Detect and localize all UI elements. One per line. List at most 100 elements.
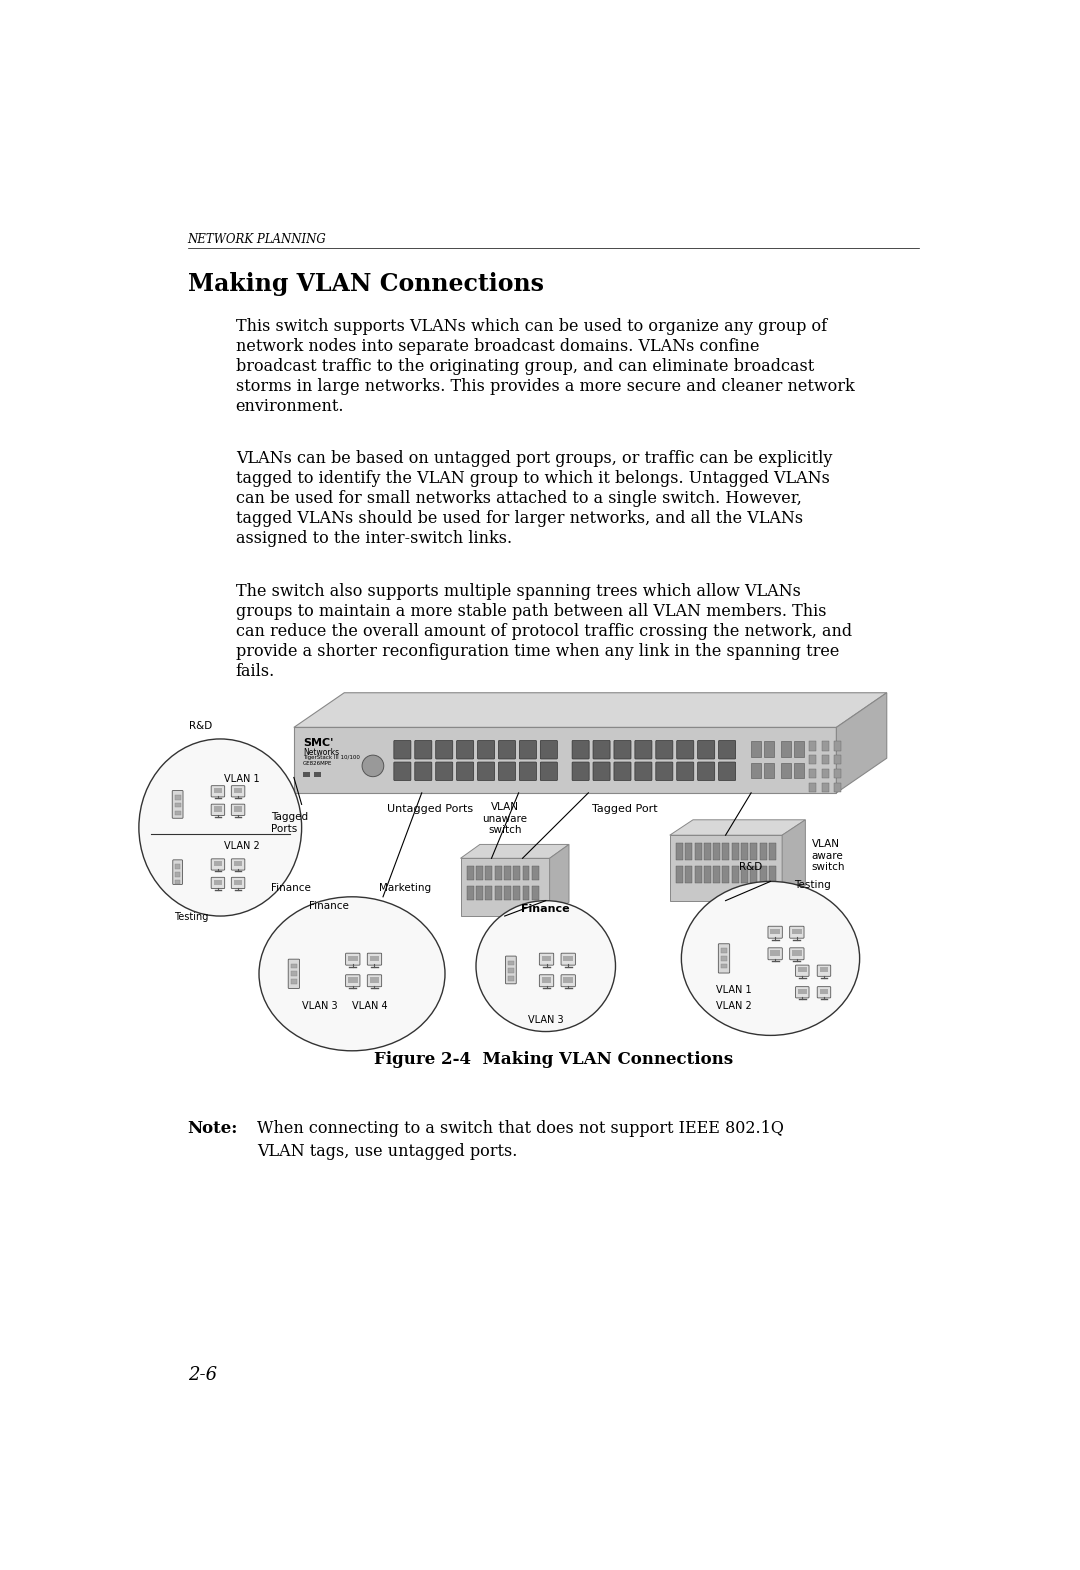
Text: VLAN 3: VLAN 3	[301, 1000, 337, 1011]
Text: This switch supports VLANs which can be used to organize any group of: This switch supports VLANs which can be …	[235, 317, 827, 334]
Bar	[720, 956, 727, 961]
Bar	[820, 967, 828, 972]
Bar	[820, 989, 828, 994]
Bar	[467, 867, 474, 879]
Text: Finance: Finance	[309, 901, 349, 911]
Bar	[732, 867, 739, 882]
Bar	[291, 964, 297, 969]
Bar	[759, 867, 767, 882]
FancyBboxPatch shape	[394, 761, 410, 780]
FancyBboxPatch shape	[677, 741, 693, 758]
Bar	[485, 885, 492, 900]
Text: Making VLAN Connections: Making VLAN Connections	[188, 272, 543, 295]
Text: provide a shorter reconfiguration time when any link in the spanning tree: provide a shorter reconfiguration time w…	[235, 642, 839, 659]
FancyBboxPatch shape	[656, 761, 673, 780]
Bar	[769, 843, 775, 860]
FancyBboxPatch shape	[457, 761, 474, 780]
FancyBboxPatch shape	[768, 948, 782, 959]
Bar	[504, 885, 511, 900]
Text: VLAN 2: VLAN 2	[225, 842, 260, 851]
Bar	[214, 879, 222, 885]
FancyBboxPatch shape	[415, 761, 432, 780]
Bar	[720, 964, 727, 969]
Bar	[759, 843, 767, 860]
FancyBboxPatch shape	[635, 741, 652, 758]
Text: VLAN 1: VLAN 1	[225, 774, 260, 783]
FancyBboxPatch shape	[477, 761, 495, 780]
FancyBboxPatch shape	[818, 966, 831, 977]
FancyBboxPatch shape	[539, 975, 554, 986]
Bar	[713, 867, 720, 882]
Bar	[523, 867, 529, 879]
Bar	[741, 867, 748, 882]
Bar	[513, 885, 521, 900]
Bar	[564, 977, 573, 983]
Text: R&D: R&D	[189, 721, 213, 732]
FancyBboxPatch shape	[231, 859, 245, 870]
FancyBboxPatch shape	[212, 804, 225, 815]
Bar	[694, 867, 702, 882]
Bar	[676, 843, 683, 860]
FancyBboxPatch shape	[477, 741, 495, 758]
FancyBboxPatch shape	[540, 761, 557, 780]
Bar	[531, 885, 539, 900]
Bar	[834, 755, 841, 765]
Bar	[233, 788, 243, 793]
Bar	[769, 867, 775, 882]
Text: VLAN 1: VLAN 1	[716, 986, 752, 995]
Bar	[834, 769, 841, 779]
Text: Tagged
Ports: Tagged Ports	[271, 812, 308, 834]
Text: VLAN 2: VLAN 2	[716, 1000, 752, 1011]
FancyBboxPatch shape	[718, 761, 735, 780]
FancyBboxPatch shape	[231, 785, 245, 798]
Bar	[694, 843, 702, 860]
Polygon shape	[294, 692, 887, 727]
Text: VLAN
aware
switch: VLAN aware switch	[811, 838, 845, 873]
Bar	[798, 967, 807, 972]
Bar	[542, 956, 552, 961]
Bar	[685, 867, 692, 882]
Bar	[291, 980, 297, 984]
Text: Tagged Port: Tagged Port	[592, 804, 658, 815]
Polygon shape	[550, 845, 569, 915]
Bar	[314, 772, 321, 777]
Bar	[822, 783, 828, 793]
Text: network nodes into separate broadcast domains. VLANs confine: network nodes into separate broadcast do…	[235, 338, 759, 355]
Bar	[175, 802, 180, 807]
Bar	[798, 989, 807, 994]
Polygon shape	[460, 845, 569, 859]
Text: VLAN 4: VLAN 4	[352, 1000, 388, 1011]
Bar	[233, 807, 243, 812]
Bar	[294, 727, 836, 793]
FancyBboxPatch shape	[505, 956, 516, 984]
Bar	[713, 843, 720, 860]
Text: Testing: Testing	[794, 879, 831, 890]
FancyBboxPatch shape	[288, 959, 299, 989]
Polygon shape	[670, 820, 806, 835]
Bar	[765, 763, 774, 779]
Bar	[670, 835, 782, 901]
Bar	[495, 867, 501, 879]
FancyBboxPatch shape	[394, 741, 410, 758]
Polygon shape	[782, 820, 806, 901]
FancyBboxPatch shape	[346, 975, 360, 986]
FancyBboxPatch shape	[519, 761, 537, 780]
FancyBboxPatch shape	[540, 741, 557, 758]
FancyBboxPatch shape	[499, 761, 515, 780]
FancyBboxPatch shape	[698, 741, 715, 758]
FancyBboxPatch shape	[572, 761, 590, 780]
Text: GE826MPE: GE826MPE	[303, 761, 333, 766]
FancyBboxPatch shape	[718, 741, 735, 758]
Bar	[751, 867, 757, 882]
Bar	[822, 741, 828, 750]
FancyBboxPatch shape	[796, 986, 809, 999]
FancyBboxPatch shape	[231, 878, 245, 889]
FancyBboxPatch shape	[231, 804, 245, 815]
Bar	[822, 755, 828, 765]
Bar	[175, 810, 180, 815]
Bar	[369, 956, 379, 961]
Circle shape	[362, 755, 383, 777]
Text: Finance: Finance	[522, 904, 570, 914]
FancyBboxPatch shape	[635, 761, 652, 780]
Text: Note:: Note:	[188, 1119, 238, 1137]
